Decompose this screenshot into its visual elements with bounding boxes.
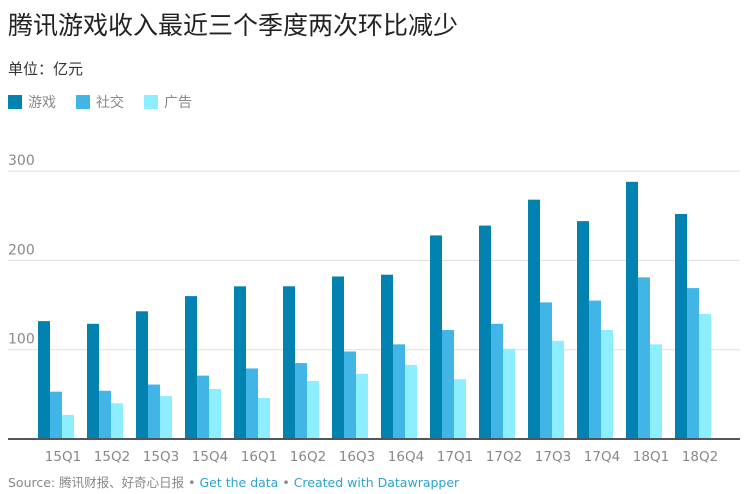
bar-18Q1-社交 [638,277,650,439]
x-tick-label: 16Q4 [388,449,424,465]
x-tick-label: 17Q2 [486,449,522,465]
x-tick-label: 16Q1 [241,449,277,465]
x-tick-label: 17Q3 [535,449,571,465]
x-tick-label: 17Q4 [584,449,620,465]
legend-item-games: 游戏 [8,92,56,112]
bar-17Q4-游戏 [577,221,589,439]
bar-16Q4-社交 [393,344,405,439]
legend-label: 广告 [164,95,192,111]
bar-17Q3-广告 [552,340,564,439]
bar-16Q3-游戏 [332,276,344,439]
bar-15Q3-游戏 [136,311,148,439]
legend-item-ads: 广告 [144,92,192,112]
legend-swatch [144,95,158,109]
bar-17Q1-广告 [454,379,466,439]
bar-16Q1-广告 [258,397,270,439]
x-tick-label: 17Q1 [437,449,473,465]
bar-16Q2-社交 [295,363,307,439]
source-text: Source: 腾讯财报、好奇心日报 [8,475,185,490]
bar-18Q1-广告 [650,344,662,439]
x-tick-label: 18Q1 [633,449,669,465]
bar-17Q2-广告 [503,348,515,439]
bar-17Q4-社交 [589,300,601,439]
x-tick-label: 16Q3 [339,449,375,465]
legend: 游戏 社交 广告 [8,92,192,112]
bar-18Q1-游戏 [626,181,638,440]
y-tick-label: 200 [8,242,35,258]
x-tick-label: 15Q3 [143,449,179,465]
legend-swatch [76,95,90,109]
datawrapper-link[interactable]: Created with Datawrapper [293,475,460,490]
bar-15Q2-游戏 [87,323,99,439]
bar-17Q1-社交 [442,330,454,439]
legend-item-social: 社交 [76,92,124,112]
footer: Source: 腾讯财报、好奇心日报 • Get the data • Crea… [8,472,459,491]
bar-15Q1-游戏 [38,321,50,439]
bar-15Q4-社交 [197,375,209,439]
separator: • [278,475,294,490]
bar-18Q2-游戏 [675,213,687,439]
bar-15Q2-广告 [111,403,123,439]
bar-18Q2-社交 [687,288,699,439]
bar-16Q3-广告 [356,373,368,439]
y-tick-label: 100 [8,332,35,348]
bar-16Q4-广告 [405,364,417,439]
bar-15Q3-广告 [160,396,172,439]
bar-16Q2-游戏 [283,286,295,439]
bar-16Q4-游戏 [381,274,393,439]
bar-18Q2-广告 [699,313,711,439]
x-tick-label: 15Q2 [94,449,130,465]
legend-label: 游戏 [28,95,56,111]
bar-15Q4-游戏 [185,296,197,439]
bar-17Q1-游戏 [430,235,442,439]
chart-subtitle: 单位：亿元 [8,60,84,78]
bar-15Q1-广告 [62,414,74,439]
get-data-link[interactable]: Get the data [199,475,279,490]
x-tick-label: 15Q1 [45,449,81,465]
legend-swatch [8,95,22,109]
x-tick-label: 18Q2 [682,449,718,465]
bar-17Q2-游戏 [479,225,491,439]
x-tick-label: 16Q2 [290,449,326,465]
bar-17Q2-社交 [491,323,503,439]
bar-17Q3-社交 [540,302,552,439]
chart-title: 腾讯游戏收入最近三个季度两次环比减少 [8,11,459,40]
bar-15Q1-社交 [50,391,62,439]
legend-label: 社交 [96,95,124,111]
y-tick-label: 300 [8,153,35,169]
bar-16Q1-社交 [246,368,258,439]
x-tick-label: 15Q4 [192,449,228,465]
bar-17Q3-游戏 [528,199,540,439]
bar-15Q4-广告 [209,388,221,439]
bar-16Q2-广告 [307,380,319,439]
bar-15Q3-社交 [148,384,160,439]
bar-16Q3-社交 [344,351,356,439]
bar-16Q1-游戏 [234,286,246,439]
bar-15Q2-社交 [99,390,111,439]
separator: • [184,475,200,490]
bar-chart: 100 200 300 15Q1 15Q2 15Q3 15Q4 16Q1 16Q2 16Q3 16Q… [8,153,740,465]
bar-17Q4-广告 [601,330,613,439]
